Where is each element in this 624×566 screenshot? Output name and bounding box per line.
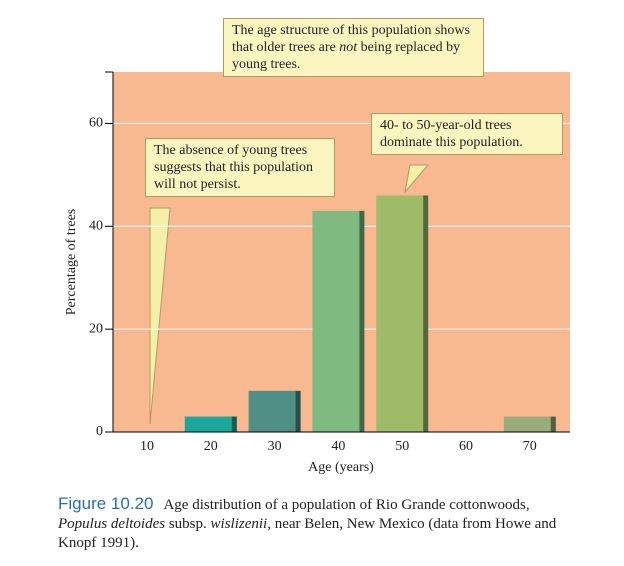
annotation-text: 40- to 50-year-old trees dominate this p… [380,118,523,150]
y-tick-label: 60 [89,116,103,131]
y-tick-label: 20 [89,321,103,336]
pointer [404,164,430,194]
bar [248,390,301,432]
x-tick-label: 10 [140,439,154,454]
annotation-text: The age structure of this population sho… [232,23,470,55]
bar [312,210,365,432]
caption-text: Age distribution of a population of Rio … [163,497,530,513]
bar-side [359,210,365,432]
y-tick-label: 0 [96,424,103,439]
annotation-text: not [339,40,358,55]
caption-text: Populus deltoides [58,516,166,532]
x-tick-label: 20 [204,439,218,454]
pointer [149,207,171,425]
annotation-text: The absence of young trees suggests that… [154,143,314,192]
x-tick-label: 40 [331,439,345,454]
figure-label: Figure 10.20 [58,494,154,513]
annotation: 40- to 50-year-old trees dominate this p… [371,113,563,155]
bar [184,416,237,432]
bar-side [295,390,301,432]
bar-side [550,416,556,432]
x-tick-label: 70 [523,439,537,454]
caption-text: , near Belen, New Mexico (data from Howe… [58,516,557,551]
bar-side [423,195,429,432]
caption-text: wislizenii [210,516,268,532]
annotation-text: being replaced by young trees. [232,40,461,72]
bar [503,416,556,432]
caption-text: subsp. [165,516,211,532]
caption: Figure 10.20 Age distribution of a popula… [58,494,558,553]
annotation: The absence of young trees suggests that… [145,138,335,197]
y-tick-label: 40 [89,219,103,234]
x-tick-label: 60 [459,439,473,454]
bar-side [231,416,237,432]
annotation: The age structure of this population sho… [223,18,484,77]
y-axis-label: Percentage of trees [64,209,79,316]
bar [376,195,429,432]
x-tick-label: 30 [268,439,282,454]
x-tick-label: 50 [395,439,409,454]
x-axis-label: Age (years) [308,460,374,475]
